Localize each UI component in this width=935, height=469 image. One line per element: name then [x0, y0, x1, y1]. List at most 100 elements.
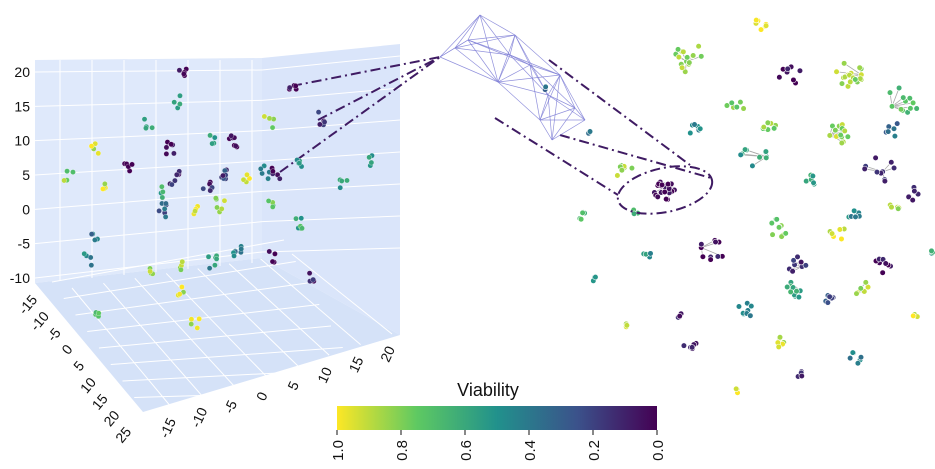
- grid-line: [261, 247, 401, 253]
- scatter3d-point: [240, 176, 247, 183]
- x-tick-label: 0: [253, 389, 271, 403]
- scatter3d-point: [337, 184, 343, 191]
- scatter3d-point: [269, 258, 276, 265]
- network-node: [728, 99, 735, 106]
- zoom-network-edge: [439, 14, 481, 58]
- scatter3d-point: [163, 144, 170, 151]
- scatter3d-point: [212, 262, 218, 268]
- scatter3d-point: [321, 119, 328, 125]
- scatter3d-point: [238, 246, 244, 252]
- network-node: [762, 22, 770, 29]
- network-node: [856, 64, 863, 71]
- network-node: [663, 195, 670, 203]
- zoom-network-edge: [497, 64, 531, 83]
- network-node: [885, 123, 892, 130]
- network-node: [790, 76, 797, 84]
- scatter3d-point: [270, 168, 276, 175]
- network-node: [690, 52, 697, 59]
- network-node: [687, 129, 694, 137]
- network-node: [900, 94, 907, 101]
- scatter3d-point: [310, 276, 316, 283]
- network-node: [895, 84, 903, 92]
- network-node: [885, 128, 892, 135]
- network-node: [879, 269, 886, 276]
- network-node: [654, 193, 661, 200]
- zoom-network-edge: [551, 74, 561, 141]
- network-node: [684, 54, 691, 61]
- network-node: [853, 290, 860, 297]
- grid-line: [63, 261, 296, 299]
- network-node: [778, 233, 785, 240]
- grid-line: [261, 55, 401, 71]
- scatter3d-point: [88, 143, 95, 149]
- scatter3d-point: [269, 124, 276, 131]
- network-edge: [843, 62, 862, 76]
- scatter3d-point: [200, 185, 207, 192]
- scatter3d-point: [177, 93, 183, 99]
- zoom-network-edge: [454, 47, 511, 56]
- network-node: [737, 99, 744, 106]
- network-node: [888, 159, 895, 166]
- network-node: [829, 122, 836, 130]
- grid-line: [197, 268, 299, 367]
- scatter3d-point: [277, 175, 283, 182]
- connector-line: [548, 59, 691, 166]
- x-tick-label: 15: [345, 354, 366, 375]
- zoom-network-edge: [539, 107, 576, 121]
- network-node: [618, 167, 625, 174]
- scatter3d-point: [92, 237, 98, 243]
- network-edge: [891, 87, 900, 107]
- network-node: [760, 124, 767, 131]
- grid-line: [75, 282, 308, 316]
- network-node: [686, 59, 693, 66]
- scatter3d-point: [88, 262, 95, 268]
- scatter3d-point: [188, 321, 194, 327]
- scatter3d-point: [296, 160, 303, 166]
- scatter3d-point: [192, 208, 198, 214]
- zoom-network-edge: [529, 64, 576, 109]
- network-node: [838, 139, 845, 147]
- network-node: [826, 132, 833, 139]
- zoom-network-edge: [467, 34, 516, 41]
- zoom-network-edge: [479, 14, 511, 56]
- colorbar-ticks: 1.0 0.8 0.6 0.4 0.2 0.0: [330, 430, 667, 461]
- network-node: [697, 125, 704, 132]
- colorbar-gradient: [337, 406, 657, 430]
- scatter3d-point: [228, 133, 234, 139]
- scatter3d-point: [61, 177, 67, 184]
- network-node: [794, 253, 801, 261]
- scatter3d-point: [266, 115, 273, 122]
- network-node: [895, 205, 902, 212]
- scatter3d-point: [212, 134, 218, 141]
- network-node: [841, 127, 848, 135]
- zoom-network-edge: [559, 74, 586, 121]
- network-node: [832, 127, 839, 134]
- zoom-network-edge: [497, 81, 541, 121]
- network-node: [910, 99, 917, 106]
- scatter3d-point: [286, 84, 293, 91]
- network-node: [712, 238, 719, 246]
- network-node: [699, 253, 706, 260]
- zoom-network-edge: [497, 34, 516, 83]
- network-node: [614, 172, 621, 179]
- network-node: [689, 344, 696, 351]
- scatter3d-point: [232, 143, 239, 149]
- zoom-network-edge: [497, 81, 549, 96]
- scatter3d-point: [87, 254, 94, 261]
- grid-line: [51, 239, 285, 283]
- network-node: [906, 95, 913, 102]
- network-node: [873, 169, 881, 176]
- network-node: [775, 224, 783, 231]
- network-node: [795, 293, 802, 301]
- network-node: [691, 121, 698, 128]
- network-node: [679, 64, 686, 71]
- z-tick-label: 5: [22, 167, 30, 183]
- x-tick-label: -10: [187, 405, 210, 430]
- network-node: [809, 172, 816, 180]
- network-node: [749, 162, 756, 169]
- scatter3d-point: [222, 167, 228, 174]
- scatter3d-point: [163, 200, 169, 207]
- zoom-network-edge: [479, 14, 516, 36]
